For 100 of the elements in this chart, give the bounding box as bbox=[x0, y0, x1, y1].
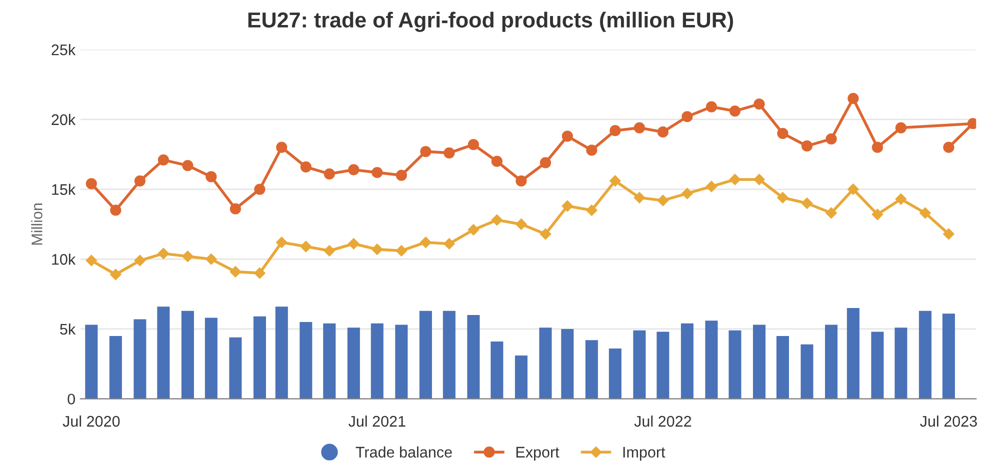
legend-label: Import bbox=[623, 446, 666, 461]
point bbox=[634, 122, 645, 134]
bar bbox=[561, 328, 574, 399]
point bbox=[657, 194, 669, 206]
point bbox=[943, 142, 954, 153]
point bbox=[610, 175, 621, 186]
bar bbox=[300, 322, 312, 399]
bar bbox=[109, 336, 122, 399]
point bbox=[706, 101, 718, 112]
point bbox=[754, 174, 765, 186]
point bbox=[777, 128, 788, 139]
bar bbox=[347, 328, 360, 399]
bar bbox=[490, 342, 504, 399]
point bbox=[729, 105, 741, 117]
bar bbox=[585, 340, 598, 399]
point bbox=[254, 184, 266, 195]
y-axis-title: Million bbox=[31, 204, 42, 245]
point bbox=[943, 228, 954, 240]
bar bbox=[275, 306, 288, 399]
point bbox=[230, 266, 242, 278]
x-tick-label: Jul 2021 bbox=[348, 416, 406, 427]
bar bbox=[467, 315, 480, 399]
point bbox=[516, 218, 527, 230]
bar bbox=[181, 310, 194, 399]
bar bbox=[918, 310, 932, 399]
bar bbox=[539, 328, 552, 399]
point bbox=[562, 200, 574, 212]
bar bbox=[824, 324, 838, 399]
point bbox=[872, 142, 884, 153]
point bbox=[801, 198, 813, 209]
point bbox=[562, 130, 573, 142]
bar bbox=[419, 310, 432, 399]
point bbox=[468, 224, 480, 236]
point bbox=[276, 142, 288, 153]
bar bbox=[157, 306, 170, 399]
y-tick-label: 5k bbox=[60, 323, 76, 335]
point bbox=[276, 236, 288, 248]
point bbox=[206, 254, 217, 265]
point bbox=[516, 175, 527, 186]
point bbox=[86, 178, 97, 190]
bar bbox=[85, 324, 98, 399]
x-tick-label: Jul 2020 bbox=[62, 416, 120, 427]
point bbox=[158, 248, 170, 260]
point bbox=[657, 126, 668, 138]
bar bbox=[633, 330, 646, 399]
point bbox=[134, 254, 146, 266]
point bbox=[372, 166, 383, 178]
bar bbox=[846, 308, 860, 399]
point bbox=[396, 170, 407, 181]
bar bbox=[656, 332, 670, 399]
bar bbox=[608, 348, 622, 399]
point bbox=[895, 122, 906, 134]
bar bbox=[800, 344, 814, 399]
point bbox=[324, 168, 335, 180]
point bbox=[826, 133, 837, 145]
point bbox=[134, 175, 146, 186]
point bbox=[206, 171, 217, 182]
bar bbox=[514, 356, 528, 399]
bar bbox=[942, 314, 955, 399]
x-tick-label: Jul 2023 bbox=[920, 416, 977, 427]
point bbox=[848, 92, 859, 104]
point bbox=[801, 140, 813, 152]
point bbox=[110, 204, 122, 216]
bar bbox=[204, 318, 218, 399]
point bbox=[895, 193, 907, 205]
point bbox=[586, 144, 598, 156]
bar bbox=[705, 320, 718, 399]
point bbox=[182, 160, 194, 172]
bar bbox=[752, 324, 766, 399]
x-tick-label: Jul 2022 bbox=[634, 416, 692, 427]
bar bbox=[894, 328, 908, 399]
point bbox=[420, 236, 432, 248]
legend-label: Trade balance bbox=[356, 446, 452, 458]
point bbox=[540, 228, 552, 240]
bar bbox=[229, 337, 242, 399]
point bbox=[826, 207, 837, 219]
point bbox=[444, 238, 455, 250]
point bbox=[586, 204, 598, 216]
point bbox=[682, 188, 693, 200]
point bbox=[420, 146, 432, 158]
point bbox=[491, 214, 503, 226]
bar bbox=[680, 323, 694, 399]
bar bbox=[253, 316, 266, 399]
point bbox=[348, 238, 360, 250]
point bbox=[348, 164, 360, 176]
y-tick-label: 15k bbox=[52, 184, 76, 195]
point bbox=[444, 147, 455, 159]
y-tick-label: 10k bbox=[52, 254, 76, 265]
bar bbox=[323, 323, 336, 399]
point bbox=[158, 154, 169, 166]
bar bbox=[728, 330, 742, 399]
point bbox=[324, 245, 336, 256]
point bbox=[182, 250, 194, 262]
point bbox=[86, 254, 98, 266]
point bbox=[468, 139, 480, 150]
point bbox=[872, 208, 884, 220]
point bbox=[729, 174, 741, 186]
point bbox=[777, 192, 788, 204]
point bbox=[254, 267, 266, 279]
point bbox=[848, 184, 859, 195]
